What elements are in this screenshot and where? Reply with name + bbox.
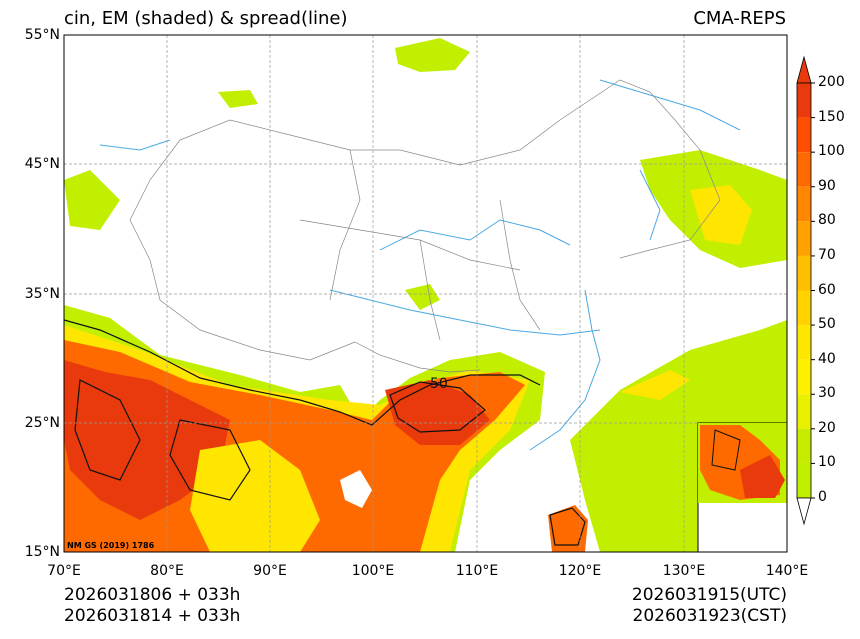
- colorbar-label-60: 60: [818, 281, 836, 298]
- colorbar-swatch: [797, 117, 811, 153]
- contour-label-50: 50: [430, 376, 448, 392]
- lon-label-130: 130°E: [662, 563, 706, 579]
- colorbar-label-10: 10: [818, 454, 836, 471]
- border-china-north: [179, 79, 721, 259]
- colorbar-label-0: 0: [818, 489, 827, 505]
- model-name: CMA-REPS: [693, 8, 786, 29]
- colorbar-swatch: [797, 359, 811, 395]
- colorbar-swatch: [797, 186, 811, 222]
- map-credit: NM GS (2019) 1786: [67, 541, 155, 550]
- river-coast: [529, 289, 601, 451]
- cin-field-south-red-east: [385, 380, 490, 445]
- inset-field-red: [740, 455, 785, 498]
- colorbar-label-100: 100: [818, 143, 845, 160]
- inset-contour: [711, 429, 741, 471]
- map-title: cin, EM (shaded) & spread(line): [64, 8, 348, 29]
- cin-patch-west: [64, 170, 120, 230]
- lat-label-45: 45°N: [24, 156, 60, 172]
- cin-field-philippines: [548, 505, 588, 552]
- river-west-1: [99, 139, 171, 151]
- lon-label-140: 140°E: [765, 563, 809, 579]
- rivers: [99, 79, 741, 451]
- lon-label-90: 90°E: [253, 563, 287, 579]
- border-province-1: [299, 219, 521, 271]
- border-province-3: [499, 199, 541, 331]
- colorbar-label-50: 50: [818, 316, 836, 333]
- lat-label-55: 55°N: [24, 27, 60, 43]
- white-gap-indochina: [340, 470, 372, 508]
- colorbar-label-70: 70: [818, 246, 836, 263]
- spread-contour-2: [74, 379, 141, 481]
- init-time-cst: 2026031814 + 033h: [64, 606, 241, 626]
- lon-label-80: 80°E: [150, 563, 184, 579]
- colorbar-label-150: 150: [818, 108, 845, 125]
- colorbar-label-90: 90: [818, 177, 836, 194]
- colorbar-extend-max: [796, 55, 812, 84]
- valid-time-utc: 2026031915(UTC): [631, 585, 787, 605]
- cin-patch-manchuria: [690, 185, 752, 245]
- lon-label-120: 120°E: [558, 563, 602, 579]
- colorbar-swatch: [797, 83, 811, 118]
- valid-time-cst: 2026031923(CST): [632, 606, 787, 626]
- river-yangtze: [329, 289, 601, 336]
- lon-label-110: 110°E: [455, 563, 499, 579]
- border-china-south: [354, 341, 481, 373]
- colorbar-swatch: [797, 394, 811, 429]
- cin-patch-north: [218, 90, 258, 108]
- border-province-4: [329, 149, 361, 301]
- init-time-utc: 2026031806 + 033h: [64, 585, 241, 605]
- cin-patch-mongolia: [395, 38, 470, 72]
- cin-field-bay: [190, 440, 320, 552]
- river-amur: [599, 79, 741, 131]
- colorbar-swatch: [797, 152, 811, 187]
- spread-contour-5: [549, 507, 586, 546]
- colorbar-label-20: 20: [818, 419, 836, 436]
- spread-contour-3: [389, 381, 486, 433]
- colorbar-swatch: [797, 290, 811, 326]
- colorbar-label-40: 40: [818, 350, 836, 367]
- lat-label-25: 25°N: [24, 415, 60, 431]
- colorbar-label-200: 200: [818, 74, 845, 90]
- spread-contour-4: [169, 419, 251, 501]
- lat-label-35: 35°N: [24, 286, 60, 302]
- borders: [129, 79, 721, 373]
- colorbar-label-80: 80: [818, 212, 836, 229]
- colorbar-extend-min: [796, 497, 812, 526]
- cin-patch-pacific-yellow: [620, 370, 690, 400]
- map-field: [64, 38, 787, 552]
- river-songhua: [639, 169, 661, 241]
- cin-patch-sichuan: [405, 284, 440, 310]
- river-yellow: [379, 219, 571, 251]
- colorbar-swatch: [797, 221, 811, 256]
- colorbar: [796, 55, 815, 526]
- spread-contours: [64, 319, 586, 546]
- lon-label-70: 70°E: [47, 563, 81, 579]
- colorbar-swatch: [797, 325, 811, 360]
- spread-contour-1: [64, 319, 541, 426]
- lat-label-15: 15°N: [24, 544, 60, 560]
- map-frame: [63, 34, 788, 553]
- inset-south-china-sea: [697, 422, 788, 553]
- cin-field-south-red-west: [64, 360, 230, 520]
- colorbar-swatch: [797, 463, 811, 498]
- border-province-2: [419, 239, 441, 341]
- colorbar-swatch: [797, 255, 811, 291]
- lon-label-100: 100°E: [351, 563, 395, 579]
- border-china-west: [129, 139, 356, 361]
- colorbar-swatch: [797, 428, 811, 464]
- colorbar-label-30: 30: [818, 385, 836, 402]
- graticule: [64, 35, 787, 552]
